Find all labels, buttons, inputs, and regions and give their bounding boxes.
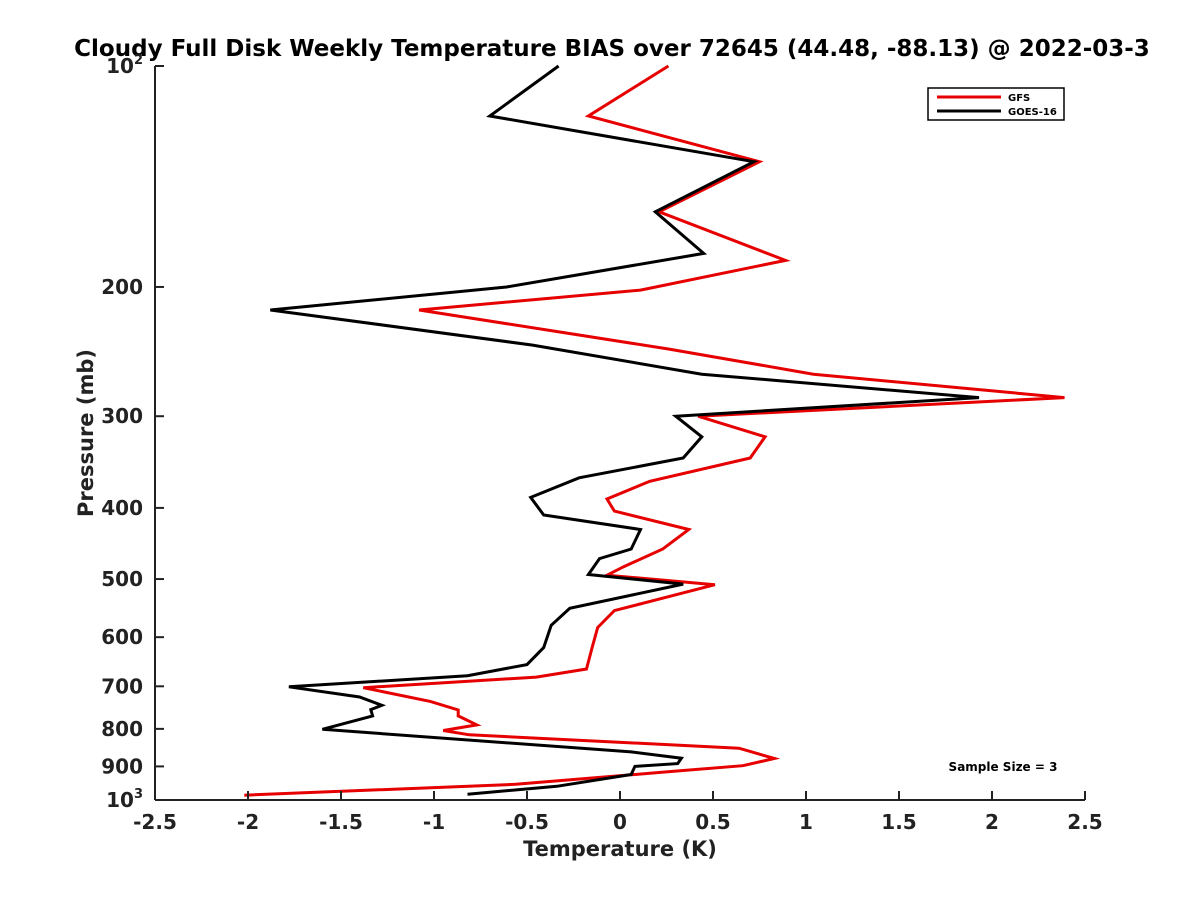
series-line-goes-16	[270, 64, 980, 796]
x-tick-label: 1.5	[881, 810, 916, 834]
x-tick-label: 1	[799, 810, 813, 834]
y-tick-label: 500	[101, 567, 143, 591]
legend-label-goes-16: GOES-16	[1008, 107, 1057, 118]
plot-area	[244, 64, 1065, 797]
axes: -2.5 -2 -1.5 -1 -0.5 0 0.5 1 1.5 2 2.5 102 200 300 400…	[101, 53, 1102, 834]
x-tick-label: 0.5	[695, 810, 730, 834]
x-tick-label: -2	[237, 810, 259, 834]
legend-box	[927, 87, 1065, 121]
x-tick-label: 2	[985, 810, 999, 834]
chart-title: Cloudy Full Disk Weekly Temperature BIAS…	[74, 36, 1150, 62]
x-tick-label: -1	[423, 810, 445, 834]
x-axis-label: Temperature (K)	[523, 837, 717, 861]
y-tick-label: 900	[101, 754, 143, 778]
legend-label-gfs: GFS	[1008, 93, 1030, 104]
sample-size-annotation: Sample Size = 3	[949, 760, 1058, 774]
y-tick-label: 200	[101, 275, 143, 299]
y-axis-label: Pressure (mb)	[74, 349, 98, 517]
y-tick-label: 102	[106, 53, 143, 78]
x-tick-label: -1.5	[319, 810, 363, 834]
y-tick-label: 700	[101, 674, 143, 698]
y-tick-label: 300	[101, 404, 143, 428]
y-tick-label: 103	[106, 787, 143, 812]
x-tick-label: -0.5	[505, 810, 549, 834]
series-line-gfs	[244, 64, 1065, 797]
x-tick-label: -2.5	[133, 810, 177, 834]
y-tick-label: 400	[101, 496, 143, 520]
x-tick-label: 2.5	[1067, 810, 1102, 834]
y-tick-label: 600	[101, 625, 143, 649]
legend: GFS GOES-16	[927, 87, 1065, 121]
y-tick-label: 800	[101, 717, 143, 741]
x-tick-label: 0	[613, 810, 627, 834]
